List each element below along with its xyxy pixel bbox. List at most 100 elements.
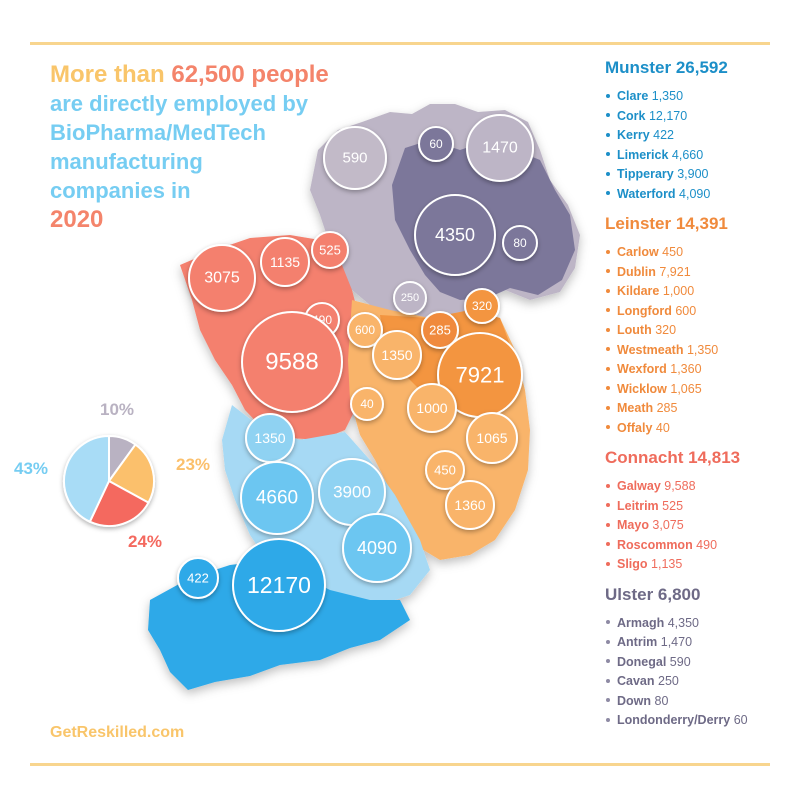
svg-text:590: 590 [342, 150, 367, 167]
bullet-icon [606, 171, 610, 176]
legend-county-item: Mayo 3,075 [605, 516, 795, 536]
county-name: Mayo [617, 518, 649, 532]
svg-text:4660: 4660 [256, 488, 298, 509]
bubble-limerick: 4660 [240, 461, 314, 535]
county-name: Roscommon [617, 537, 693, 552]
headline: More than 62,500 people are directly emp… [50, 60, 370, 234]
legend-county-item: Dublin 7,921 [605, 263, 795, 283]
county-value: 60 [730, 713, 748, 727]
headline-line-1: More than 62,500 people [50, 61, 329, 88]
bubble-antrim: 1470 [466, 114, 534, 182]
county-value: 4,660 [668, 147, 704, 162]
bubble-leitrim: 525 [311, 231, 349, 269]
bullet-icon [606, 327, 610, 332]
county-value: 450 [658, 245, 684, 259]
headline-year: 2020 [50, 206, 104, 233]
legend-ulster-title: Ulster 6,800 [605, 584, 701, 604]
county-value: 285 [653, 401, 678, 415]
county-name: Offaly [617, 420, 653, 435]
county-value: 1,470 [657, 635, 693, 649]
legend-leinster-list: Carlow 450 Dublin 7,921 Kildare 1,000 Longf… [605, 243, 795, 438]
bubble-clare: 1350 [245, 413, 295, 463]
legend-connacht-list: Galway 9,588 Leitrim 525 Mayo 3,075 Roscomm… [605, 477, 795, 575]
svg-text:3075: 3075 [204, 270, 240, 287]
bullet-icon [606, 522, 610, 527]
county-name: Meath [617, 401, 654, 415]
svg-text:60: 60 [429, 137, 443, 151]
bullet-icon [606, 386, 610, 391]
bubble-carlow: 450 [425, 450, 465, 490]
svg-text:422: 422 [187, 571, 209, 586]
website-link[interactable]: GetReskilled.com [50, 724, 185, 741]
county-name: Wexford [617, 362, 667, 376]
bubble-layer: 590 60 1470 4350 80 250 320 285 3075 113… [177, 114, 538, 632]
county-value: 3,900 [673, 167, 709, 181]
county-name: Kildare [617, 284, 660, 298]
bullet-icon [606, 620, 610, 625]
pie-label-leinster: 23% [176, 455, 211, 474]
legend-county-item: Leitrim 525 [605, 497, 795, 517]
svg-text:1350: 1350 [381, 347, 412, 363]
county-value: 590 [666, 654, 691, 669]
legend-county-item: Wicklow 1,065 [605, 380, 795, 400]
bubble-armagh: 4350 [414, 194, 496, 276]
county-value: 4,090 [675, 186, 711, 201]
bubble-mayo: 3075 [188, 244, 256, 312]
county-name: Donegal [617, 654, 667, 669]
legend-connacht: Connacht 14,813 Galway 9,588 Leitrim 525 M… [605, 448, 795, 575]
legend-county-item: Longford 600 [605, 302, 795, 322]
svg-text:1065: 1065 [476, 430, 507, 446]
legend-county-item: Carlow 450 [605, 243, 795, 263]
svg-text:1360: 1360 [454, 497, 485, 513]
legend-county-item: Armagh 4,350 [605, 614, 795, 634]
county-value: 1,065 [666, 381, 702, 396]
pie-label-connacht: 24% [128, 532, 163, 551]
svg-text:1350: 1350 [254, 430, 285, 446]
legend-county-item: Down 80 [605, 692, 795, 712]
legend-county-item: Cavan 250 [605, 672, 795, 692]
bullet-icon [606, 132, 610, 137]
bubble-waterford: 4090 [342, 513, 412, 583]
svg-text:1135: 1135 [270, 254, 300, 270]
bubble-dublin: 7921 [437, 332, 523, 418]
svg-text:3900: 3900 [333, 483, 371, 502]
legend-county-item: Sligo 1,135 [605, 555, 795, 575]
legend-connacht-title: Connacht 14,813 [605, 448, 741, 467]
svg-text:600: 600 [355, 323, 375, 337]
county-name: Sligo [617, 557, 648, 571]
headline-line-3: BioPharma/MedTech [50, 120, 266, 145]
bubble-longford: 600 [347, 312, 383, 348]
svg-text:525: 525 [319, 243, 341, 258]
province-legend: Munster 26,592 Clare 1,350 Cork 12,170 Ker… [605, 58, 795, 741]
svg-text:320: 320 [472, 299, 492, 313]
legend-county-item: Cork 12,170 [605, 107, 795, 127]
bubble-cork: 12170 [232, 538, 326, 632]
bubble-galway: 9588 [241, 311, 343, 413]
county-name: Cork [617, 108, 646, 123]
legend-leinster-title: Leinster 14,391 [605, 214, 728, 233]
bullet-icon [606, 249, 610, 254]
county-value: 4,350 [664, 615, 699, 630]
bullet-icon [606, 678, 610, 683]
county-value: 80 [651, 693, 669, 708]
county-value: 600 [671, 303, 697, 318]
bubble-tipperary: 3900 [318, 458, 386, 526]
county-name: Waterford [617, 186, 676, 201]
bottom-rule [30, 763, 770, 766]
county-name: Louth [617, 323, 652, 337]
bubble-offaly: 40 [350, 387, 384, 421]
county-value: 9,588 [660, 479, 696, 493]
bullet-icon [606, 483, 610, 488]
county-name: Carlow [617, 245, 659, 259]
headline-line-5: companies in [50, 178, 191, 203]
svg-text:1470: 1470 [482, 140, 518, 157]
county-value: 1,360 [666, 362, 702, 376]
svg-text:450: 450 [434, 463, 456, 478]
svg-text:285: 285 [429, 323, 451, 338]
county-name: Wicklow [617, 381, 667, 396]
bullet-icon [606, 698, 610, 703]
bullet-icon [606, 542, 610, 547]
bubble-cavan: 250 [393, 281, 427, 315]
bullet-icon [606, 639, 610, 644]
